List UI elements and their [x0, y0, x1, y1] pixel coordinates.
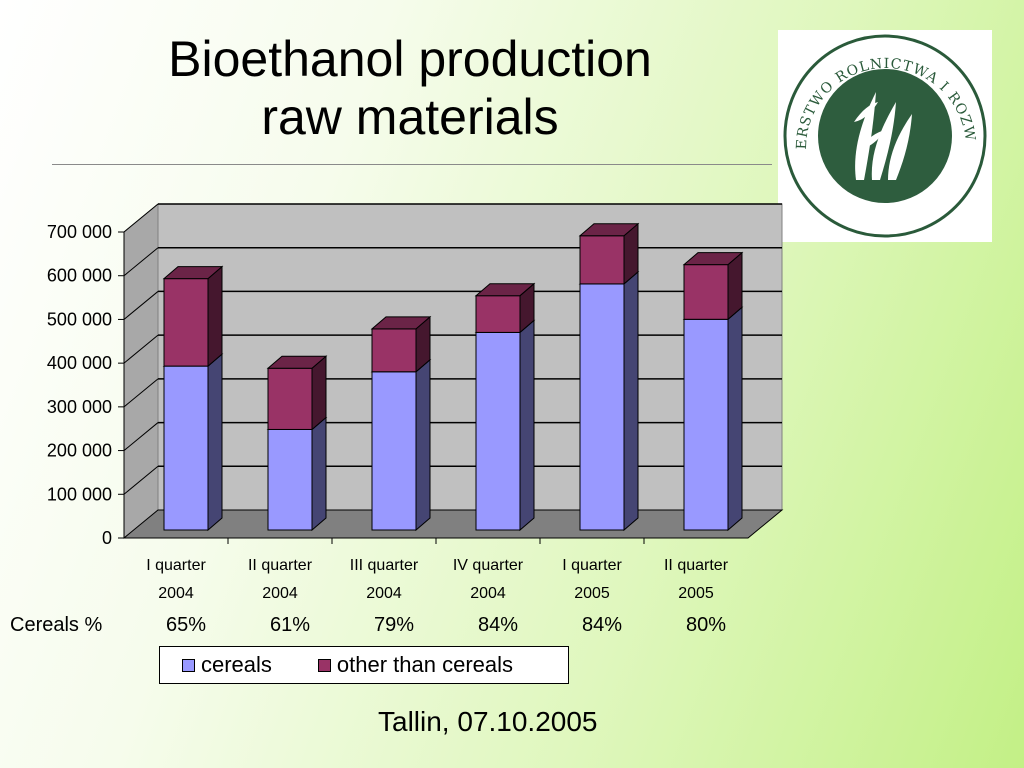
x-tick-label: II quarter: [664, 557, 729, 574]
bar-top: [162, 266, 224, 280]
y-tick-label: 100 000: [47, 484, 112, 504]
bar-other-0: [162, 265, 224, 368]
bar-top: [266, 355, 328, 369]
y-tick-label: 300 000: [47, 397, 112, 417]
cereals-percent-value: 79%: [374, 614, 414, 636]
bar-top: [370, 316, 432, 330]
y-tick-label: 0: [102, 528, 112, 548]
ministry-logo: MINISTERSTWO ROLNICTWA I ROZWOJU WSI: [778, 30, 992, 242]
bar-cereals-0: [162, 352, 224, 532]
wheat-icon: [854, 92, 912, 180]
bar-other-5: [682, 251, 744, 321]
slide-title-line-2: raw materials: [261, 89, 559, 145]
gridline-side: [123, 291, 159, 320]
y-tick-label: 700 000: [47, 222, 112, 242]
bar-top: [682, 252, 744, 266]
y-tick-label: 200 000: [47, 441, 112, 461]
legend-swatch-other: [317, 658, 331, 672]
bar-side: [207, 265, 223, 368]
legend-label-cereals: cereals: [201, 652, 272, 677]
bar-other-2: [370, 315, 432, 373]
x-tick-label-year: 2004: [470, 585, 506, 602]
bar-front: [475, 331, 521, 531]
y-tick-label: 600 000: [47, 266, 112, 286]
x-tick-label-year: 2004: [158, 585, 194, 602]
x-tick-label: II quarter: [248, 557, 313, 574]
bar-other-3: [474, 282, 536, 334]
legend-item-cereals: cereals: [182, 652, 272, 678]
gridline-side: [123, 465, 159, 495]
bar-cereals-5: [682, 306, 744, 532]
bar-front: [371, 371, 417, 531]
y-tick-label: 500 000: [47, 309, 112, 329]
x-tick-label-year: 2004: [262, 585, 298, 602]
y-tick-label: 400 000: [47, 353, 112, 373]
bar-other-1: [266, 355, 328, 431]
x-tick-label: IV quarter: [453, 557, 524, 574]
gridline-side: [123, 378, 159, 408]
x-tick-label-year: 2005: [678, 585, 714, 602]
bar-side: [311, 416, 327, 532]
gridline-side: [123, 203, 159, 233]
bar-front: [579, 283, 625, 531]
bar-side: [207, 352, 223, 532]
legend-item-other: other than cereals: [317, 652, 514, 678]
bar-front: [163, 278, 209, 367]
x-tick-label: III quarter: [350, 557, 419, 574]
cereals-percent-label: Cereals %: [10, 614, 102, 636]
slide-title-line-1: Bioethanol production: [168, 31, 652, 87]
bar-side: [415, 358, 431, 532]
bar-front: [683, 318, 729, 531]
bar-front: [163, 365, 209, 531]
bar-other-4: [578, 222, 640, 285]
x-tick-label: I quarter: [562, 557, 622, 574]
bar-side: [623, 270, 639, 532]
bar-top: [578, 223, 640, 237]
bar-side: [727, 306, 743, 532]
title-divider: [52, 164, 772, 165]
x-tick-label-year: 2005: [574, 585, 610, 602]
footer-place-date: Tallin, 07.10.2005: [378, 706, 598, 737]
bar-chart: 0 100 000 200 000 300 000 400 000 500 000 600 …: [10, 202, 784, 636]
chart-floor: [122, 509, 784, 539]
cereals-percent-value: 61%: [270, 614, 310, 636]
legend-label-other: other than cereals: [336, 652, 514, 677]
x-tick-label-year: 2004: [366, 585, 402, 602]
cereals-percent-value: 84%: [478, 614, 518, 636]
x-tick-label: I quarter: [146, 557, 206, 574]
bar-front: [475, 295, 521, 333]
bar-front: [579, 235, 625, 285]
legend-swatch-cereals: [182, 658, 195, 672]
bar-cereals-2: [370, 358, 432, 532]
bar-cereals-4: [578, 270, 640, 532]
bar-top: [474, 283, 536, 297]
gridline-side: [123, 422, 159, 451]
cereals-percent-value: 80%: [686, 614, 726, 636]
bar-side: [311, 355, 327, 431]
bar-cereals-1: [266, 416, 328, 532]
bar-front: [683, 264, 729, 320]
chart-side-wall: [123, 202, 159, 540]
cereals-percent-value: 65%: [166, 614, 206, 636]
bar-front: [267, 428, 313, 531]
cereals-percent-value: 84%: [582, 614, 622, 636]
bar-side: [519, 319, 535, 532]
slide-title: Bioethanol production raw materials: [80, 30, 740, 146]
bar-cereals-3: [474, 319, 536, 532]
gridline-side: [123, 247, 159, 277]
bar-front: [371, 328, 417, 373]
gridline-side: [123, 334, 159, 364]
chart-legend: cereals other than cereals: [159, 646, 569, 684]
bar-front: [267, 367, 313, 430]
